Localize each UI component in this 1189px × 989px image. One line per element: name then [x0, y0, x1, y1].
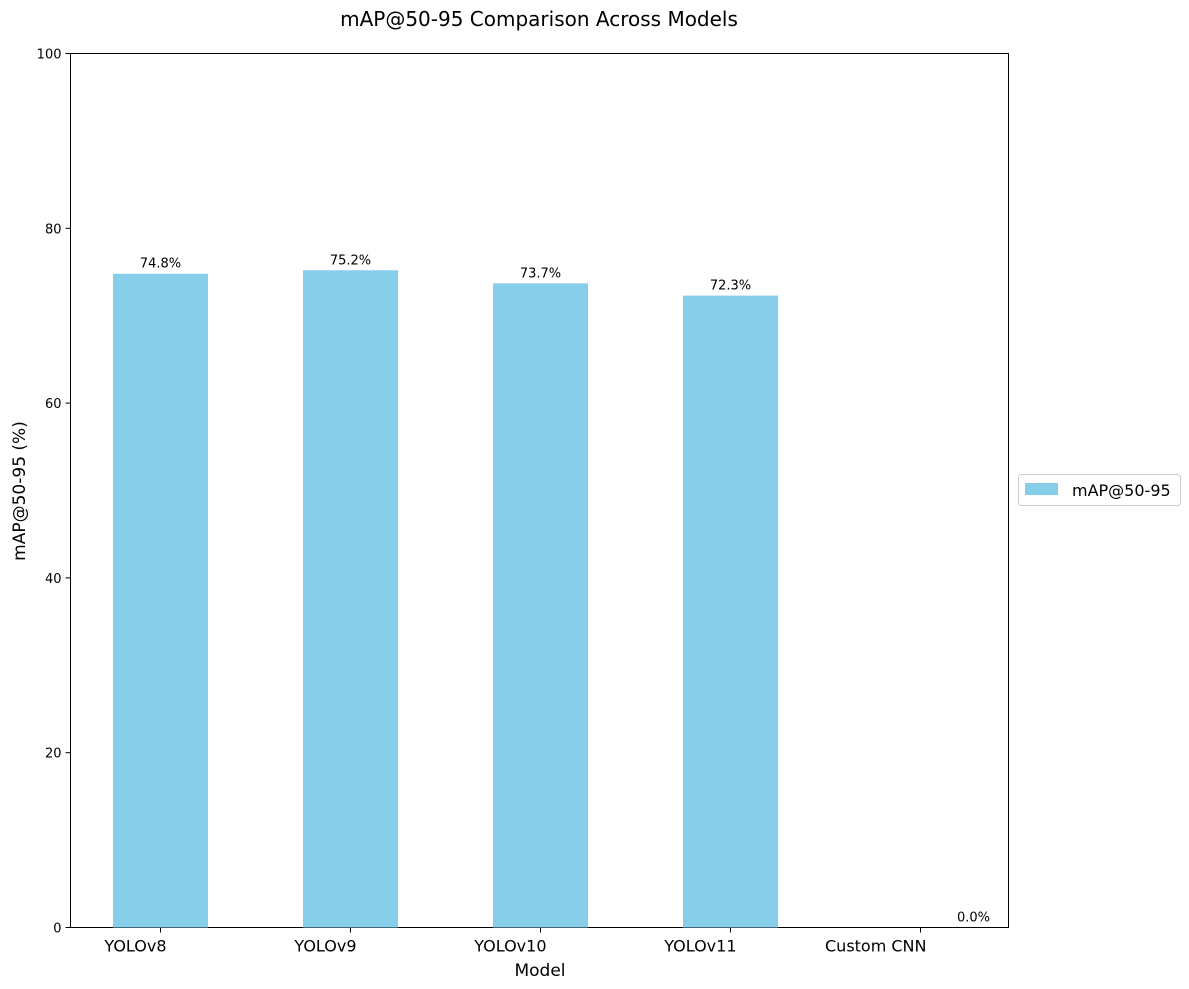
y-tick-label: 100 — [37, 48, 62, 63]
bar — [683, 295, 778, 928]
bar-labels: 74.8% 75.2% 73.7% 72.3% 0.0% — [140, 253, 990, 925]
x-tick-label: Custom CNN — [825, 937, 927, 956]
y-axis-ticks: 0 20 40 60 80 100 — [37, 48, 71, 937]
y-tick-label: 40 — [45, 572, 62, 587]
x-tick-label: YOLOv10 — [473, 937, 546, 956]
bar-value-label: 74.8% — [140, 257, 181, 272]
legend-swatch — [1025, 483, 1058, 495]
chart-title: mAP@50-95 Comparison Across Models — [340, 7, 738, 31]
y-tick-label: 0 — [53, 922, 61, 937]
x-tick-label: YOLOv9 — [293, 937, 356, 956]
bar — [493, 283, 588, 928]
y-tick-label: 60 — [45, 397, 62, 412]
x-tick-label: YOLOv11 — [663, 937, 736, 956]
bar-value-label: 0.0% — [957, 911, 990, 926]
x-axis-ticks: YOLOv8 YOLOv9 YOLOv10 YOLOv11 Custom CNN — [103, 927, 927, 956]
bar — [113, 273, 208, 928]
legend: mAP@50-95 — [1018, 474, 1181, 506]
x-axis-label: Model — [514, 961, 565, 981]
y-tick-label: 80 — [45, 222, 62, 237]
bar-value-label: 75.2% — [330, 253, 371, 268]
legend-frame — [1018, 474, 1181, 506]
bar — [303, 270, 398, 928]
x-tick-label: YOLOv8 — [103, 937, 166, 956]
y-axis-label: mAP@50-95 (%) — [10, 421, 30, 561]
bars — [113, 270, 778, 928]
y-tick-label: 20 — [45, 747, 62, 762]
bar-value-label: 72.3% — [710, 279, 751, 294]
legend-label: mAP@50-95 — [1072, 481, 1171, 500]
bar-value-label: 73.7% — [520, 266, 561, 281]
